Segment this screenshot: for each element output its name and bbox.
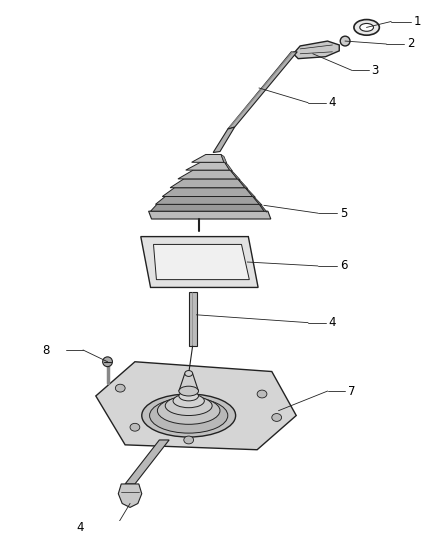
Ellipse shape <box>157 397 220 424</box>
Ellipse shape <box>150 398 228 433</box>
Polygon shape <box>155 197 259 204</box>
Polygon shape <box>213 127 235 152</box>
Ellipse shape <box>340 36 350 46</box>
Ellipse shape <box>130 423 140 431</box>
Polygon shape <box>125 440 169 484</box>
Polygon shape <box>293 41 339 59</box>
Ellipse shape <box>354 20 379 35</box>
Polygon shape <box>96 362 296 450</box>
Polygon shape <box>189 292 197 346</box>
Polygon shape <box>191 155 224 162</box>
Polygon shape <box>245 188 256 198</box>
Text: 4: 4 <box>328 316 336 329</box>
Polygon shape <box>151 204 264 211</box>
Text: 3: 3 <box>371 64 379 77</box>
Polygon shape <box>253 197 262 205</box>
Ellipse shape <box>272 414 282 422</box>
Polygon shape <box>179 374 198 391</box>
Polygon shape <box>259 204 267 212</box>
Text: 2: 2 <box>407 37 414 51</box>
Polygon shape <box>186 162 230 170</box>
Text: 4: 4 <box>328 96 336 109</box>
Ellipse shape <box>257 390 267 398</box>
Text: 4: 4 <box>76 521 84 533</box>
Polygon shape <box>162 188 253 197</box>
Polygon shape <box>141 237 258 287</box>
Ellipse shape <box>102 357 113 367</box>
Ellipse shape <box>165 396 212 416</box>
Text: 5: 5 <box>340 207 348 220</box>
Polygon shape <box>178 170 237 179</box>
Ellipse shape <box>185 370 193 376</box>
Polygon shape <box>230 170 240 180</box>
Polygon shape <box>225 162 233 171</box>
Ellipse shape <box>360 23 374 31</box>
Text: 8: 8 <box>42 343 49 357</box>
Polygon shape <box>228 52 297 129</box>
Text: 7: 7 <box>348 385 356 398</box>
Polygon shape <box>238 179 248 189</box>
Ellipse shape <box>179 391 198 401</box>
Ellipse shape <box>173 394 205 408</box>
Polygon shape <box>153 245 249 280</box>
Ellipse shape <box>142 394 236 437</box>
Ellipse shape <box>179 386 198 396</box>
Text: 6: 6 <box>340 260 348 272</box>
Ellipse shape <box>184 436 194 444</box>
Ellipse shape <box>115 384 125 392</box>
Text: 1: 1 <box>413 15 421 28</box>
Polygon shape <box>118 484 142 507</box>
Polygon shape <box>148 211 271 219</box>
Polygon shape <box>221 155 227 163</box>
Polygon shape <box>170 179 245 188</box>
